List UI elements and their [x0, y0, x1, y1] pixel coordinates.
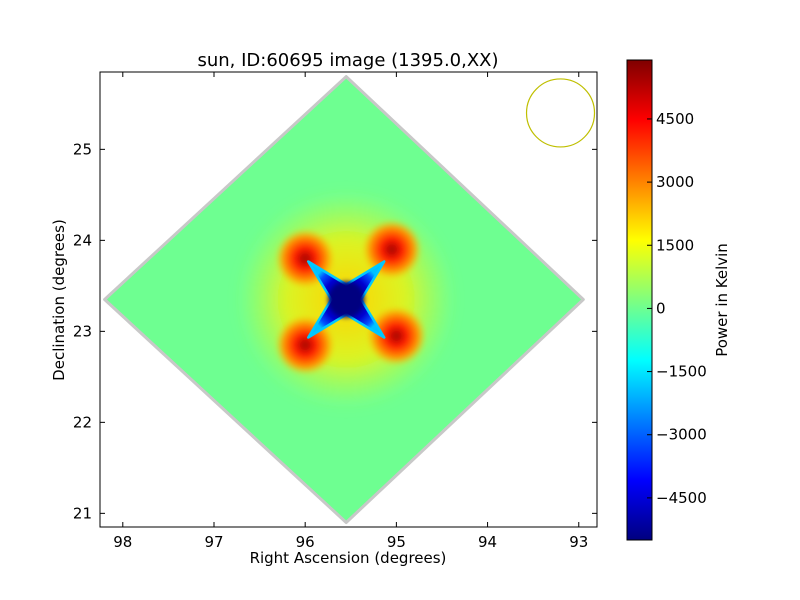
colorbar-axis: −4500 −3000 −1500 0 1500 3000 4500: [647, 110, 707, 507]
colorbar-tick-label: 4500: [656, 110, 694, 128]
y-tick-label: 25: [73, 140, 92, 158]
plot-frame: [99, 71, 598, 528]
y-tick-label: 23: [73, 322, 92, 340]
colorbar-tick-label: −3000: [656, 426, 707, 444]
x-axis: 98 97 96 95 94 93: [113, 72, 588, 551]
x-tick-label: 95: [387, 533, 406, 551]
beam-layer: [525, 78, 596, 148]
colorbar-tick-label: 0: [656, 299, 666, 317]
x-tick-label: 98: [113, 533, 132, 551]
colorbar-tick-label: −1500: [656, 363, 707, 381]
colorbar-tick-label: 3000: [656, 173, 694, 191]
x-axis-label: Right Ascension (degrees): [250, 549, 447, 567]
beam-circle: [525, 78, 596, 148]
y-axis: 21 22 23 24 25: [73, 140, 597, 522]
y-tick-label: 22: [73, 413, 92, 431]
x-tick-label: 94: [478, 533, 497, 551]
hot-spot-2: [361, 219, 422, 280]
colorbar: [626, 59, 653, 541]
colorbar-tick-label: −4500: [656, 489, 707, 507]
hot-spot-4: [366, 305, 427, 366]
colorbar-label: Power in Kelvin: [713, 243, 731, 357]
x-tick-label: 96: [296, 533, 315, 551]
x-tick-label: 97: [204, 533, 223, 551]
cold-core: [328, 281, 365, 318]
y-tick-label: 24: [73, 231, 92, 249]
colorbar-tick-label: 1500: [656, 236, 694, 254]
y-axis-label: Declination (degrees): [50, 219, 68, 381]
x-tick-label: 93: [569, 533, 588, 551]
heatmap-image: [103, 75, 585, 524]
chart-title: sun, ID:60695 image (1395.0,XX): [197, 50, 498, 71]
y-tick-label: 21: [73, 504, 92, 522]
